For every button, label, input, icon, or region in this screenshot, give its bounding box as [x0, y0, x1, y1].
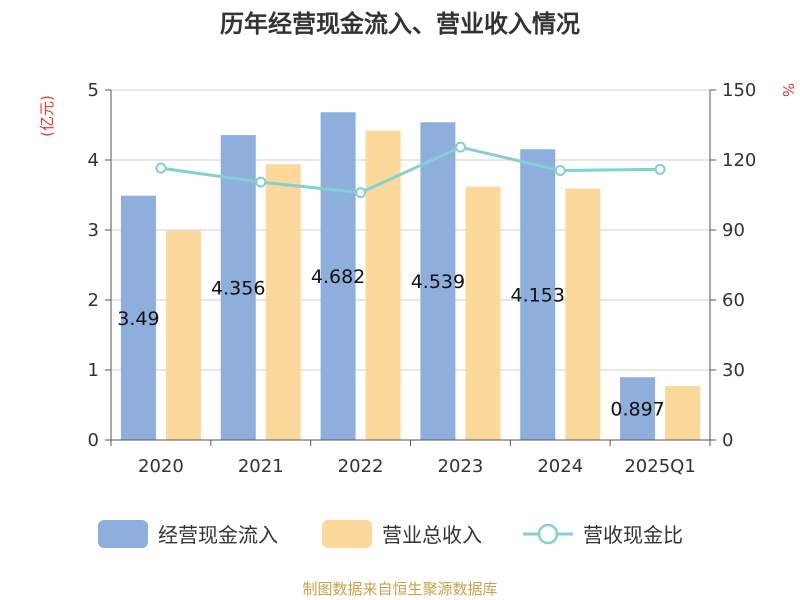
- x-tick-label: 2022: [338, 456, 384, 477]
- x-tick-label: 2021: [238, 456, 284, 477]
- line-ratio: [160, 145, 661, 195]
- data-label-cash-inflow: 4.539: [411, 271, 465, 293]
- point-ratio: [255, 176, 267, 188]
- bar-cash-inflow: [120, 195, 156, 440]
- legend-label: 营业总收入: [382, 523, 482, 547]
- bar-revenue: [565, 188, 601, 440]
- legend-swatch: [98, 520, 148, 548]
- data-label-cash-inflow: 4.682: [311, 266, 365, 288]
- x-tick-label: 2024: [537, 456, 583, 477]
- point-ratio: [654, 163, 666, 175]
- left-tick-label: 3: [88, 220, 99, 241]
- bar-revenue: [665, 386, 701, 440]
- right-axis-unit: %: [779, 83, 797, 97]
- bar-cash-inflow: [220, 135, 256, 440]
- chart-title: 历年经营现金流入、营业收入情况: [220, 10, 580, 38]
- bar-revenue: [465, 186, 501, 440]
- right-tick-label: 90: [722, 220, 745, 241]
- legend-line-marker: [537, 523, 559, 545]
- axis-layer: 0 1 2 3 4 5 0 30 60 90 120 150 2020 2021 2022 2023 2024 2…: [88, 80, 757, 477]
- point-ratio: [454, 141, 466, 153]
- label-layer: 3.49 4.356 4.682 4.539 4.153 0.897: [117, 266, 665, 420]
- footer-source: 制图数据来自恒生聚源数据库: [302, 580, 497, 598]
- x-tick-label: 2020: [138, 456, 184, 477]
- bar-cash-inflow: [520, 149, 556, 441]
- bar-cash-inflow: [320, 112, 356, 440]
- x-tick-label: 2025Q1: [624, 456, 695, 477]
- left-tick-label: 5: [88, 80, 99, 101]
- bar-revenue: [265, 164, 301, 440]
- right-tick-label: 120: [722, 150, 756, 171]
- x-tick-label: 2023: [438, 456, 484, 477]
- bar-cash-inflow: [420, 122, 456, 441]
- left-tick-label: 4: [88, 150, 99, 171]
- legend-label: 经营现金流入: [158, 523, 278, 547]
- data-label-cash-inflow: 4.356: [211, 278, 265, 300]
- legend-label: 营收现金比: [583, 523, 683, 547]
- bar-revenue: [165, 230, 201, 440]
- legend: 经营现金流入 营业总收入 营收现金比: [98, 520, 683, 548]
- left-tick-label: 2: [88, 290, 99, 311]
- left-tick-label: 0: [88, 430, 99, 451]
- data-label-cash-inflow: 0.897: [610, 399, 664, 421]
- right-tick-label: 60: [722, 290, 745, 311]
- left-tick-label: 1: [88, 360, 99, 381]
- data-label-cash-inflow: 4.153: [511, 285, 565, 307]
- right-tick-label: 0: [722, 430, 733, 451]
- point-ratio: [355, 187, 367, 199]
- legend-swatch: [322, 520, 372, 548]
- point-ratio: [155, 162, 167, 174]
- right-tick-label: 30: [722, 360, 745, 381]
- left-axis-unit: (亿元): [38, 95, 56, 137]
- data-label-cash-inflow: 3.49: [117, 308, 159, 330]
- line-layer: [155, 141, 666, 199]
- right-tick-label: 150: [722, 80, 756, 101]
- bar-layer: [120, 112, 701, 441]
- bar-cash-inflow: [620, 377, 656, 440]
- point-ratio: [554, 165, 566, 176]
- grid-layer: [111, 89, 710, 371]
